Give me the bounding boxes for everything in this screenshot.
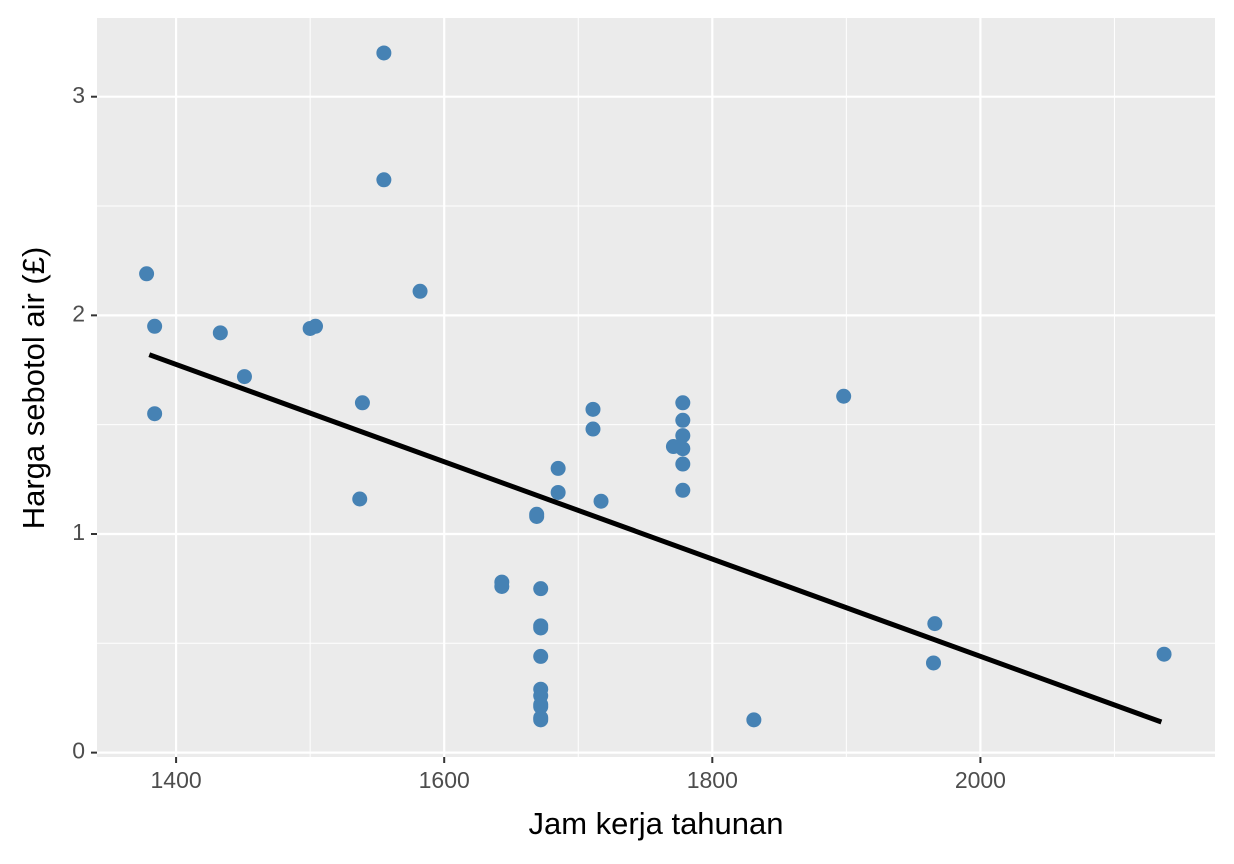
point xyxy=(376,172,392,188)
point xyxy=(236,369,252,385)
y-tick-label: 2 xyxy=(72,300,85,326)
point xyxy=(354,395,370,411)
point xyxy=(675,412,691,428)
y-tick-label: 1 xyxy=(72,519,85,545)
x-tick-label: 1400 xyxy=(151,767,202,793)
point xyxy=(836,388,852,404)
point xyxy=(494,578,510,594)
point xyxy=(376,45,392,61)
point xyxy=(585,401,601,417)
point xyxy=(746,712,762,728)
point xyxy=(1156,646,1172,662)
x-tick-label: 1600 xyxy=(419,767,470,793)
point xyxy=(147,406,163,422)
point xyxy=(533,648,549,664)
point xyxy=(675,428,691,444)
plot-panel xyxy=(97,18,1215,757)
point xyxy=(675,395,691,411)
point xyxy=(529,508,545,524)
point xyxy=(550,484,566,500)
x-tick-label: 1800 xyxy=(687,767,738,793)
point xyxy=(533,712,549,728)
y-tick-label: 3 xyxy=(72,82,85,108)
point xyxy=(593,493,609,509)
point xyxy=(308,318,324,334)
point xyxy=(412,283,428,299)
point xyxy=(352,491,368,507)
point xyxy=(533,620,549,636)
point xyxy=(585,421,601,437)
point xyxy=(533,581,549,597)
y-tick-label: 0 xyxy=(72,738,85,764)
x-axis-title: Jam kerja tahunan xyxy=(528,806,783,841)
point xyxy=(675,456,691,472)
y-axis-title: Harga sebotol air (£) xyxy=(16,247,51,530)
point xyxy=(675,441,691,457)
trend-line xyxy=(148,352,1163,725)
point xyxy=(927,616,943,632)
point xyxy=(139,266,155,282)
point xyxy=(212,325,228,341)
point xyxy=(533,699,549,715)
x-tick-label: 2000 xyxy=(955,767,1006,793)
point xyxy=(147,318,163,334)
point xyxy=(675,482,691,498)
point xyxy=(550,460,566,476)
point xyxy=(925,655,941,671)
